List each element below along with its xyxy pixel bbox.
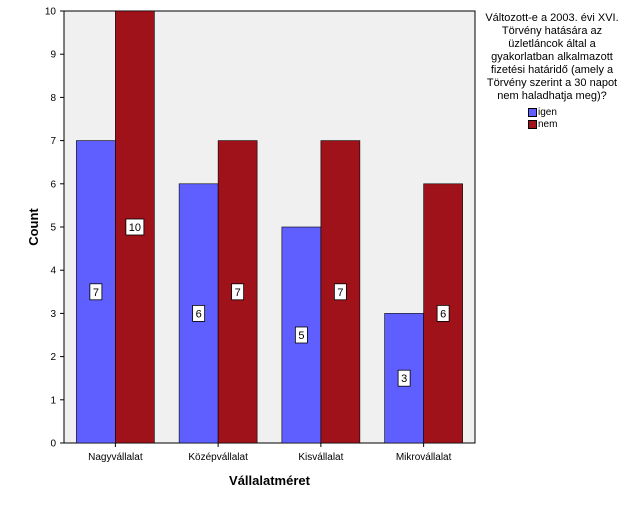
data-label-box — [436, 304, 450, 322]
data-label-box — [397, 369, 411, 387]
data-label: 7 — [93, 287, 99, 299]
data-label: 6 — [196, 308, 202, 320]
y-tick-label: 0 — [50, 439, 56, 450]
data-label-box — [192, 304, 206, 322]
data-label: 7 — [337, 287, 343, 299]
y-tick-label: 7 — [50, 136, 56, 147]
data-label: 3 — [401, 373, 407, 385]
legend-item-igen: igen — [528, 106, 628, 118]
legend-item-nem: nem — [528, 118, 628, 130]
x-axis: Nagyvállalat Középvállalat Kisvállalat Mikr… — [88, 443, 452, 463]
legend-items: igen nem — [476, 106, 628, 130]
data-label-box — [89, 283, 103, 301]
x-tick-label: Mikrovállalat — [396, 452, 452, 463]
data-label-box — [231, 283, 245, 301]
legend-swatch — [528, 119, 537, 129]
data-label: 7 — [235, 287, 241, 299]
legend-label: nem — [538, 118, 558, 130]
y-tick-label: 9 — [50, 50, 56, 61]
y-axis-title: Count — [26, 208, 41, 246]
y-tick-label: 10 — [45, 7, 57, 18]
data-label: 5 — [298, 330, 304, 342]
y-axis: 0 1 2 3 4 5 6 7 8 9 10 — [45, 7, 64, 450]
legend-title: Változott-e a 2003. évi XVI. Törvény hat… — [485, 12, 619, 102]
legend: Változott-e a 2003. évi XVI. Törvény hat… — [476, 12, 628, 130]
y-tick-label: 4 — [50, 266, 56, 277]
data-label-box — [125, 218, 145, 236]
y-tick-label: 6 — [50, 179, 56, 190]
legend-swatch — [528, 107, 537, 117]
bar-igen — [384, 313, 424, 444]
x-tick-label: Középvállalat — [188, 452, 248, 463]
x-tick-label: Nagyvállalat — [88, 452, 143, 463]
x-axis-title: Vállalatméret — [229, 473, 311, 488]
x-tick-label: Kisvállalat — [298, 452, 343, 463]
data-label-box — [333, 283, 347, 301]
legend-label: igen — [538, 106, 557, 118]
y-tick-label: 1 — [50, 395, 56, 406]
data-label: 6 — [440, 308, 446, 320]
data-labels-group: 7 10 6 7 5 7 3 6 — [89, 218, 450, 387]
y-tick-label: 8 — [50, 93, 56, 104]
y-tick-label: 2 — [50, 352, 56, 363]
y-tick-label: 5 — [50, 223, 56, 234]
y-tick-label: 3 — [50, 309, 56, 320]
data-label: 10 — [129, 222, 141, 234]
data-label-box — [294, 326, 308, 344]
